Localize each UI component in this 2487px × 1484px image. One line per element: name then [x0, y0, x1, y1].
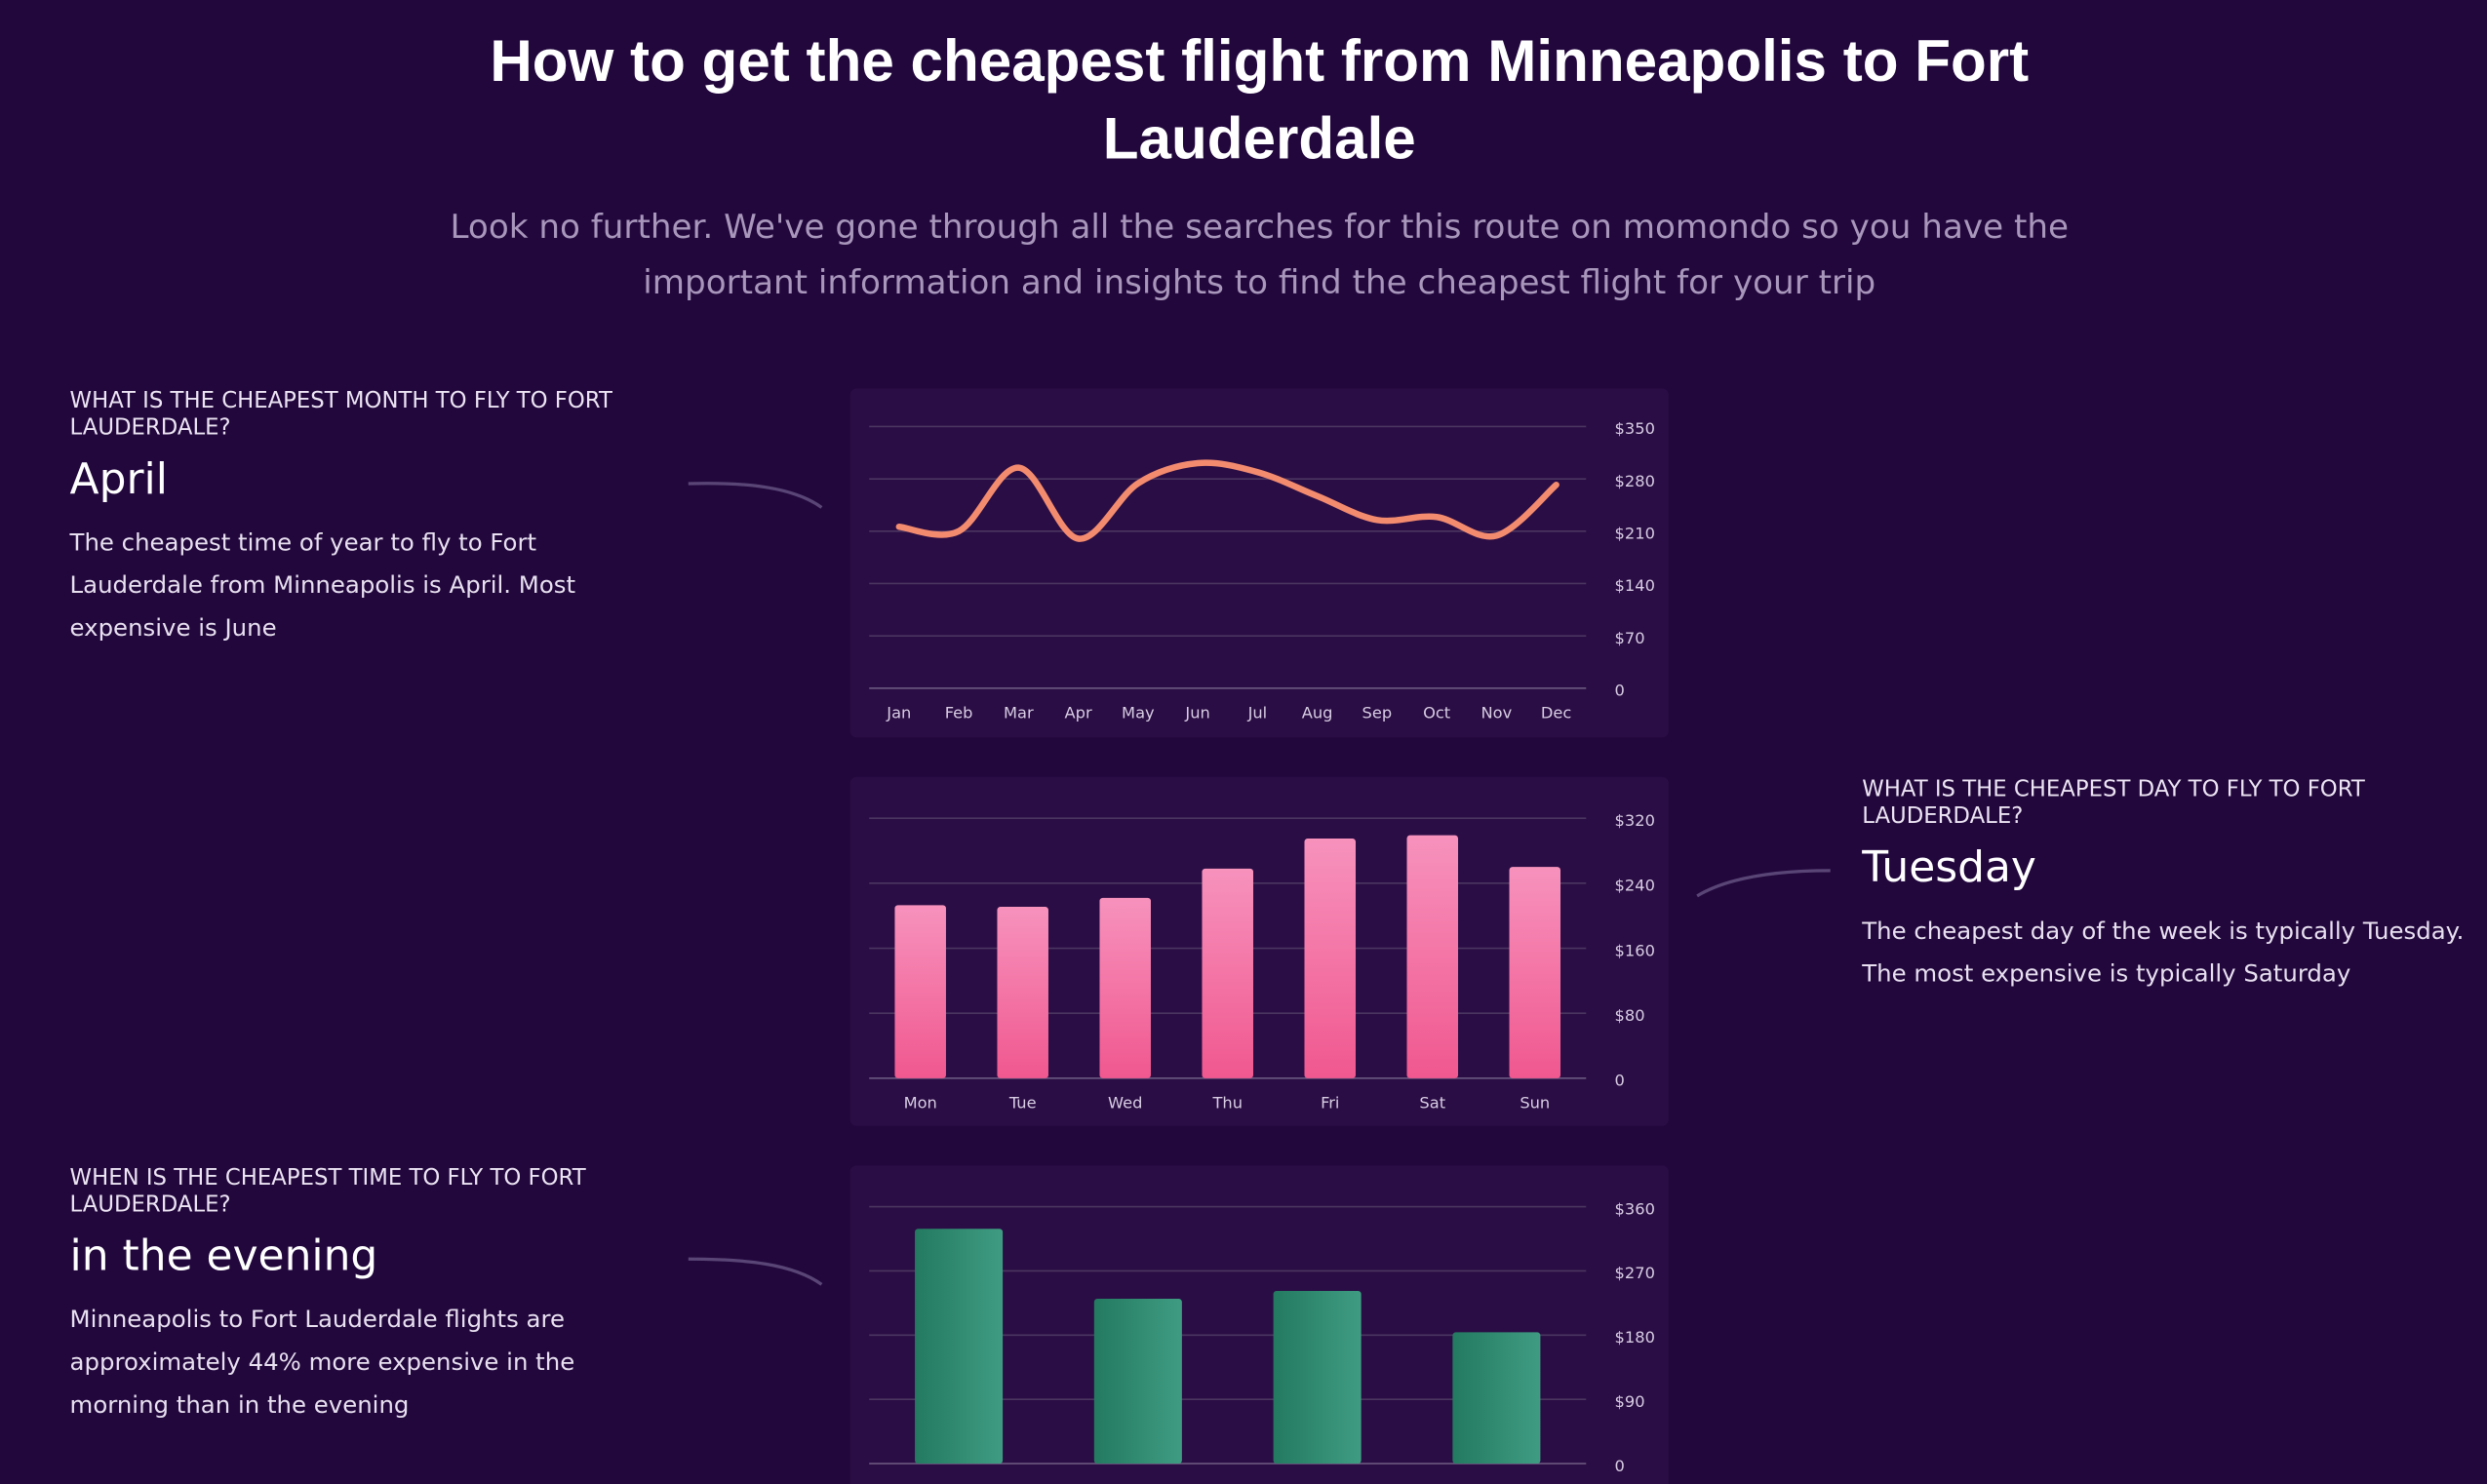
bar	[1093, 1299, 1182, 1464]
x-tick-label: Sep	[1362, 703, 1393, 722]
x-tick-label: Fri	[1321, 1093, 1339, 1112]
x-tick-label: Jul	[1247, 703, 1268, 722]
chart-panel	[849, 388, 1669, 738]
question: WHAT IS THE CHEAPEST DAY TO FLY TO FORT …	[1862, 776, 2365, 830]
x-tick-label: Sun	[1520, 1093, 1550, 1112]
description: The cheapest time of year to fly to Fort…	[69, 527, 576, 643]
section: WHEN IS THE CHEAPEST TIME TO FLY TO FORT…	[70, 1165, 673, 1426]
y-tick-label: 0	[1615, 1072, 1625, 1090]
y-tick-label: $140	[1615, 576, 1655, 595]
x-tick-label: Mon	[904, 1093, 937, 1112]
bar	[1099, 897, 1151, 1078]
y-tick-label: $350	[1615, 419, 1655, 438]
y-tick-label: $320	[1615, 811, 1655, 830]
x-tick-label: Jun	[1184, 703, 1209, 722]
y-tick-label: $240	[1615, 877, 1655, 895]
bar	[1202, 868, 1253, 1078]
bar	[997, 907, 1048, 1078]
y-tick-label: 0	[1615, 682, 1625, 700]
bar	[1452, 1332, 1541, 1464]
y-tick-label: $160	[1615, 941, 1655, 959]
question: WHAT IS THE CHEAPEST MONTH TO FLY TO FOR…	[69, 388, 612, 442]
y-tick-label: $90	[1615, 1392, 1645, 1411]
x-tick-label: Aug	[1302, 703, 1333, 722]
y-tick-label: $280	[1615, 472, 1655, 490]
y-tick-label: $270	[1615, 1264, 1655, 1282]
section: WHAT IS THE CHEAPEST MONTH TO FLY TO FOR…	[70, 388, 673, 649]
x-tick-label: Dec	[1541, 703, 1571, 722]
x-tick-label: Apr	[1065, 703, 1092, 722]
y-tick-label: $70	[1615, 629, 1645, 647]
y-tick-label: $180	[1615, 1328, 1655, 1347]
x-tick-label: Wed	[1108, 1093, 1142, 1112]
bar	[1273, 1290, 1362, 1464]
title: How to get the cheapest flight from Minn…	[490, 28, 2030, 172]
line	[895, 459, 1559, 542]
bar	[1406, 835, 1459, 1078]
chart-panel	[849, 776, 1669, 1126]
y-tick-label: $360	[1615, 1199, 1655, 1218]
x-tick-label: Oct	[1423, 703, 1450, 722]
y-tick-label: $80	[1615, 1006, 1645, 1025]
answer: Tuesday	[1862, 843, 2036, 893]
connector	[688, 482, 823, 509]
x-tick-label: May	[1122, 703, 1155, 722]
description: The cheapest day of the week is typicall…	[1862, 916, 2465, 989]
x-tick-label: Mar	[1004, 703, 1034, 722]
x-tick-label: Sat	[1419, 1093, 1445, 1112]
bar	[915, 1229, 1004, 1464]
connector	[688, 1257, 823, 1286]
connector	[1696, 869, 1831, 898]
section: WHAT IS THE CHEAPEST DAY TO FLY TO FORT …	[1862, 777, 2465, 996]
bar	[1509, 867, 1561, 1078]
answer: in the evening	[69, 1231, 378, 1282]
description: Minneapolis to Fort Lauderdale flights a…	[69, 1305, 575, 1420]
y-tick-label: 0	[1615, 1457, 1625, 1475]
x-tick-label: Jan	[886, 703, 911, 722]
question: WHEN IS THE CHEAPEST TIME TO FLY TO FORT…	[69, 1165, 586, 1218]
x-tick-label: Tue	[1008, 1093, 1037, 1112]
y-tick-label: $210	[1615, 525, 1655, 543]
subtitle: Look no further. We've gone through all …	[450, 208, 2069, 301]
bar	[1304, 838, 1357, 1078]
bar	[894, 905, 946, 1078]
x-tick-label: Thu	[1211, 1093, 1243, 1112]
x-tick-label: Feb	[945, 703, 973, 722]
answer: April	[69, 454, 168, 505]
x-tick-label: Nov	[1481, 703, 1513, 722]
